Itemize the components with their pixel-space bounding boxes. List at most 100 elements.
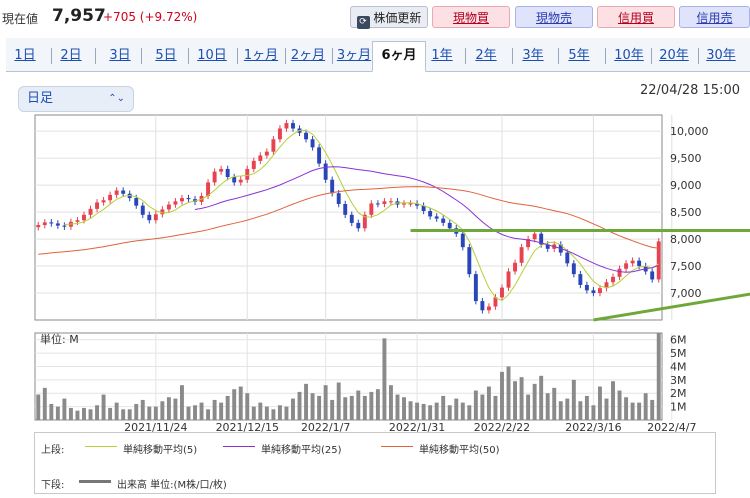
candle-body [75, 220, 80, 222]
volume-bar [486, 386, 491, 420]
volume-bar [650, 399, 655, 420]
tab-2d[interactable]: 2日 [60, 48, 82, 63]
candle-body [108, 194, 113, 201]
x-tick-label: 2022/1/7 [301, 421, 350, 434]
chart-datetime: 22/04/28 15:00 [640, 83, 740, 98]
volume-bar [637, 402, 642, 420]
legend-sma5: 単純移動平均(5) [123, 445, 198, 456]
volume-bar [127, 409, 132, 420]
price-y-axis: 10,000 9,500 9,000 8,500 8,000 7,500 7,000 [670, 125, 709, 300]
sma50-swatch [381, 446, 413, 447]
volume-tick-label: 2M [670, 387, 687, 400]
volume-bar [134, 403, 139, 420]
candle-body [441, 218, 446, 223]
margin-sell-button[interactable]: 信用売 [679, 6, 750, 28]
candle-body [617, 268, 622, 277]
candle-body [513, 262, 518, 272]
candle-body [571, 263, 576, 275]
candle-body [415, 203, 420, 206]
volume-bar [630, 402, 635, 420]
tab-30y[interactable]: 30年 [706, 48, 736, 63]
volume-bar [42, 387, 47, 420]
tab-6m[interactable]: 6ヶ月 [372, 41, 426, 72]
volume-bar [225, 395, 230, 420]
tab-10y[interactable]: 10年 [614, 48, 644, 63]
candle-body [245, 168, 250, 180]
volume-bar [238, 386, 243, 420]
margin-buy-button[interactable]: 信用買 [597, 6, 675, 28]
price-chart-grid [34, 114, 673, 321]
candle-body [480, 301, 485, 311]
candle-body [173, 201, 178, 205]
volume-bar [212, 399, 217, 420]
candle-body [349, 214, 354, 223]
sma25-line [194, 166, 659, 273]
volume-bar [343, 397, 348, 420]
candle-body [565, 252, 570, 264]
tab-3y[interactable]: 3年 [522, 48, 544, 63]
volume-bar [578, 401, 583, 420]
volume-bar [330, 399, 335, 420]
volume-bar [147, 406, 152, 420]
header-bar: 現在値 7,957 +705 (+9.72%) ⟳ 株価更新 現物買 現物売 信… [0, 0, 750, 34]
spot-sell-button[interactable]: 現物売 [515, 6, 593, 28]
period-select[interactable]: 日足 ⌃⌄ [18, 86, 134, 112]
volume-bar [304, 383, 309, 420]
candle-body [624, 263, 629, 269]
volume-bar [408, 401, 413, 420]
candle-body [219, 168, 224, 172]
stock-chart: 10,000 9,500 9,000 8,500 8,000 7,500 7,000 6M5… [34, 114, 750, 434]
candle-body [597, 288, 602, 294]
tab-1m[interactable]: 1ヶ月 [243, 48, 279, 63]
tab-3d[interactable]: 3日 [109, 48, 131, 63]
volume-bar [611, 381, 615, 420]
candle-body [95, 202, 100, 209]
x-tick-label: 2022/2/22 [474, 421, 530, 434]
tab-1y[interactable]: 1年 [431, 48, 453, 63]
volume-bar [382, 338, 387, 420]
candle-body [323, 163, 328, 180]
tab-divider [512, 48, 513, 64]
update-price-button[interactable]: ⟳ 株価更新 [350, 6, 428, 29]
candle-body [526, 239, 531, 248]
volume-bar [271, 409, 276, 420]
tab-divider [51, 48, 52, 64]
volume-bar [624, 397, 629, 420]
candle-body [656, 241, 661, 280]
volume-bar [258, 402, 263, 420]
candle-body [179, 198, 184, 202]
tab-divider [698, 48, 699, 64]
volume-bar [95, 405, 100, 420]
legend-upper-label: 上段: [41, 445, 65, 456]
tab-3m[interactable]: 3ヶ月 [336, 48, 372, 63]
volume-bar [441, 395, 446, 420]
candle-body [604, 282, 609, 289]
tab-divider [188, 48, 189, 64]
candle-body [637, 260, 642, 267]
tab-5d[interactable]: 5日 [155, 48, 177, 63]
legend-sma25: 単純移動平均(25) [261, 445, 342, 456]
chevron-updown-icon: ⌃⌄ [108, 93, 125, 104]
tab-2y[interactable]: 2年 [475, 48, 497, 63]
candle-body [408, 203, 413, 205]
candle-body [486, 306, 491, 311]
candle-body [186, 198, 191, 200]
volume-bar [447, 405, 452, 420]
candle-body [473, 274, 478, 302]
spot-buy-button[interactable]: 現物買 [432, 6, 510, 28]
tab-10d[interactable]: 10日 [197, 48, 227, 63]
tab-2m[interactable]: 2ヶ月 [290, 48, 326, 63]
volume-bar [506, 366, 511, 420]
tab-1d[interactable]: 1日 [14, 48, 36, 63]
candle-body [42, 222, 47, 226]
candle-body [88, 208, 93, 215]
tab-20y[interactable]: 20年 [659, 48, 689, 63]
candle-body [284, 123, 289, 129]
x-tick-label: 2021/12/15 [216, 421, 279, 434]
current-price: 7,957 [52, 6, 106, 26]
candle-body [264, 151, 269, 156]
volume-bar [558, 401, 563, 420]
volume-bar [193, 405, 197, 420]
tab-5y[interactable]: 5年 [568, 48, 590, 63]
period-select-value: 日足 [27, 91, 54, 106]
